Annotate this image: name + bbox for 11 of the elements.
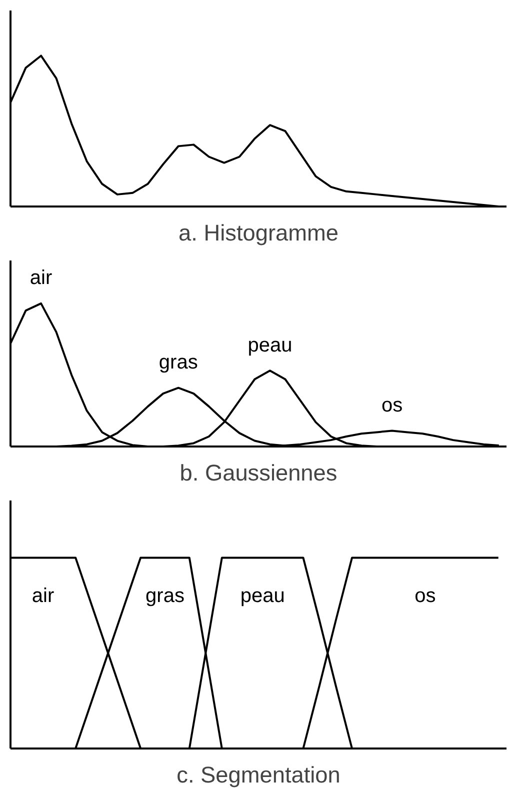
series-label: gras (158, 352, 198, 374)
series-label: os (381, 394, 403, 416)
series-label: air (30, 267, 52, 290)
text: a. Histogramme (178, 220, 338, 246)
series-label: os (414, 584, 436, 607)
series-label: air (32, 584, 54, 607)
series-label: peau (248, 334, 292, 356)
text: c. Segmentation (176, 762, 340, 788)
series-label: peau (240, 584, 285, 607)
series-label: gras (146, 584, 184, 607)
text: b. Gaussiennes (180, 460, 338, 486)
